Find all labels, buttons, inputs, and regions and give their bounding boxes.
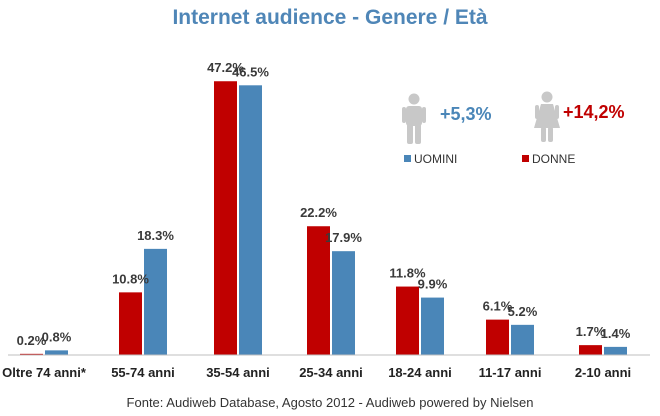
value-label-donne-5: 6.1%: [483, 299, 513, 314]
category-label-6: 2-10 anni: [575, 365, 631, 380]
value-label-donne-0: 0.2%: [17, 333, 47, 348]
uomini-growth-value: +5,3%: [440, 104, 492, 124]
uomini-legend-swatch: [404, 155, 411, 162]
female-person-icon: [534, 91, 560, 142]
bar-donne-0: [20, 353, 43, 355]
category-label-5: 11-17 anni: [479, 365, 542, 380]
bars-layer: [20, 81, 627, 356]
donne-legend-swatch: [522, 155, 529, 162]
value-label-uomini-3: 17.9%: [325, 230, 362, 245]
bar-uomini-2: [239, 85, 262, 356]
value-label-uomini-5: 5.2%: [508, 304, 538, 319]
source-note: Fonte: Audiweb Database, Agosto 2012 - A…: [127, 395, 534, 410]
bar-uomini-0: [45, 350, 68, 355]
bar-donne-3: [307, 226, 330, 355]
category-label-3: 25-34 anni: [299, 365, 363, 380]
bar-donne-5: [486, 319, 509, 355]
legend-donne: +14,2% DONNE: [522, 91, 625, 166]
bar-donne-1: [119, 292, 142, 355]
value-label-uomini-4: 9.9%: [418, 277, 448, 292]
bar-uomini-1: [144, 248, 167, 355]
legend-uomini: +5,3% UOMINI: [402, 93, 492, 166]
value-label-donne-2: 47.2%: [207, 60, 244, 75]
bar-uomini-4: [421, 297, 444, 355]
value-label-uomini-6: 1.4%: [601, 326, 631, 341]
donne-growth-value: +14,2%: [563, 102, 625, 122]
male-person-icon: [402, 93, 426, 144]
uomini-legend-label: UOMINI: [414, 152, 457, 166]
value-label-donne-3: 22.2%: [300, 205, 337, 220]
category-label-2: 35-54 anni: [206, 365, 270, 380]
value-labels-layer: 0.2%0.8% 10.8% 18.3% 47.2%46.5% 22.2% 17.9% 11…: [17, 60, 631, 348]
category-labels-layer: Oltre 74 anni* 55-74 anni 35-54 anni 25-34 …: [2, 365, 631, 380]
value-label-donne-1: 10.8%: [112, 271, 149, 286]
bar-donne-6: [579, 345, 602, 355]
value-label-donne-4: 11.8%: [389, 266, 426, 281]
category-label-1: 55-74 anni: [111, 365, 175, 380]
value-label-donne-6: 1.7%: [576, 324, 606, 339]
value-label-uomini-2: 46.5%: [232, 64, 269, 79]
category-label-4: 18-24 anni: [388, 365, 452, 380]
bar-uomini-5: [511, 324, 534, 355]
donne-legend-label: DONNE: [532, 152, 575, 166]
category-label-0: Oltre 74 anni*: [2, 365, 87, 380]
chart-title: Internet audience - Genere / Età: [172, 6, 487, 29]
bar-uomini-6: [604, 346, 627, 355]
value-label-uomini-1: 18.3%: [137, 228, 174, 243]
value-label-uomini-0: 0.8%: [42, 329, 72, 344]
bar-uomini-3: [332, 251, 355, 355]
bar-donne-4: [396, 286, 419, 355]
bar-donne-2: [214, 81, 237, 356]
